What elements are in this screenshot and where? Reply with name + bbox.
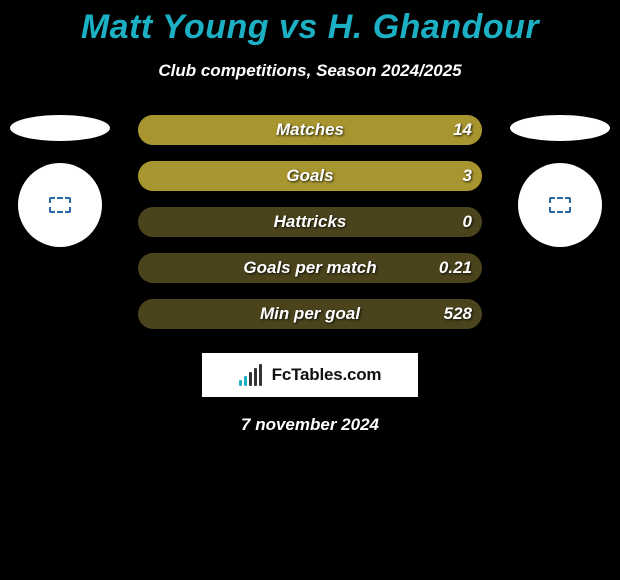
stats-zone: Matches 14 Goals 3 Hattricks 0 Goals per match… bbox=[0, 115, 620, 345]
club-badge-placeholder bbox=[18, 163, 102, 247]
picture-icon bbox=[49, 197, 71, 213]
player-right-badge-stack bbox=[500, 115, 620, 247]
stat-label: Goals per match bbox=[243, 253, 376, 283]
brand-strip: FcTables.com bbox=[202, 353, 418, 397]
nameplate-ellipse bbox=[510, 115, 610, 141]
stat-label: Matches bbox=[276, 115, 344, 145]
stat-value-right: 14 bbox=[453, 115, 472, 145]
stat-value-right: 0 bbox=[463, 207, 472, 237]
brand-logo-icon bbox=[239, 364, 264, 386]
logo-bar bbox=[259, 364, 262, 386]
page-title: Matt Young vs H. Ghandour bbox=[0, 0, 620, 47]
stat-row: Goals 3 bbox=[138, 161, 482, 191]
brand-text: FcTables.com bbox=[272, 365, 382, 385]
stat-row: Matches 14 bbox=[138, 115, 482, 145]
stat-row: Hattricks 0 bbox=[138, 207, 482, 237]
logo-bar bbox=[239, 380, 242, 386]
logo-bar bbox=[244, 376, 247, 386]
logo-bar bbox=[249, 372, 252, 386]
club-badge-placeholder bbox=[518, 163, 602, 247]
nameplate-ellipse bbox=[10, 115, 110, 141]
subtitle: Club competitions, Season 2024/2025 bbox=[0, 61, 620, 81]
stat-row: Min per goal 528 bbox=[138, 299, 482, 329]
player-left-badge-stack bbox=[0, 115, 120, 247]
stat-bars: Matches 14 Goals 3 Hattricks 0 Goals per match… bbox=[138, 115, 482, 329]
as-of-date: 7 november 2024 bbox=[0, 415, 620, 435]
stat-label: Hattricks bbox=[274, 207, 347, 237]
stat-label: Min per goal bbox=[260, 299, 360, 329]
comparison-infographic: Matt Young vs H. Ghandour Club competiti… bbox=[0, 0, 620, 435]
stat-value-right: 0.21 bbox=[439, 253, 472, 283]
stat-value-right: 3 bbox=[463, 161, 472, 191]
logo-bar bbox=[254, 368, 257, 386]
stat-row: Goals per match 0.21 bbox=[138, 253, 482, 283]
stat-label: Goals bbox=[286, 161, 333, 191]
stat-value-right: 528 bbox=[444, 299, 472, 329]
picture-icon bbox=[549, 197, 571, 213]
